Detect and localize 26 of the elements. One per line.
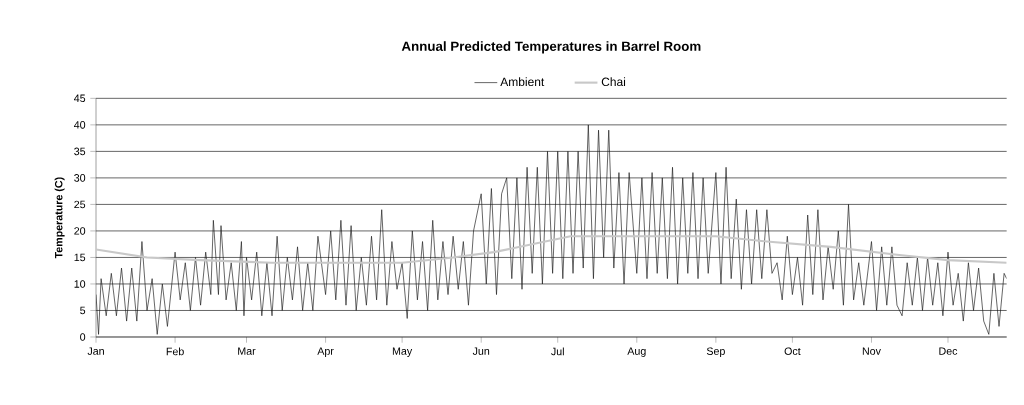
legend-label: Chai xyxy=(601,77,626,87)
y-tick-label: 35 xyxy=(74,147,86,156)
x-tick-label: Aug xyxy=(627,347,646,357)
x-tick-label: Dec xyxy=(939,347,958,355)
x-tick-label: May xyxy=(392,347,413,357)
chart-title: Annual Predicted Temperatures in Barrel Room xyxy=(401,41,701,54)
x-tick-label: Sep xyxy=(706,347,725,358)
y-tick-label: 45 xyxy=(73,94,86,103)
y-tick-label: 20 xyxy=(74,227,86,235)
y-tick-label: 40 xyxy=(73,121,86,129)
y-tick-label: 30 xyxy=(74,174,86,182)
legend-label: Ambient xyxy=(500,77,545,87)
x-tick-label: Mar xyxy=(238,347,256,355)
x-tick-label: Jun xyxy=(472,347,490,355)
y-tick-label: 25 xyxy=(74,200,86,209)
y-tick-label: 0 xyxy=(80,333,86,341)
x-tick-label: Apr xyxy=(317,347,334,357)
y-tick-label: 15 xyxy=(74,253,86,262)
y-axis-title: Temperature (C) xyxy=(54,177,65,259)
x-tick-label: Jan xyxy=(87,347,104,355)
y-tick-label: 10 xyxy=(74,280,86,288)
x-tick-label: Feb xyxy=(166,347,184,356)
x-tick-label: Jul xyxy=(551,347,564,356)
x-tick-label: Oct xyxy=(784,347,801,355)
x-tick-label: Nov xyxy=(862,347,881,355)
y-tick-label: 5 xyxy=(80,306,86,315)
